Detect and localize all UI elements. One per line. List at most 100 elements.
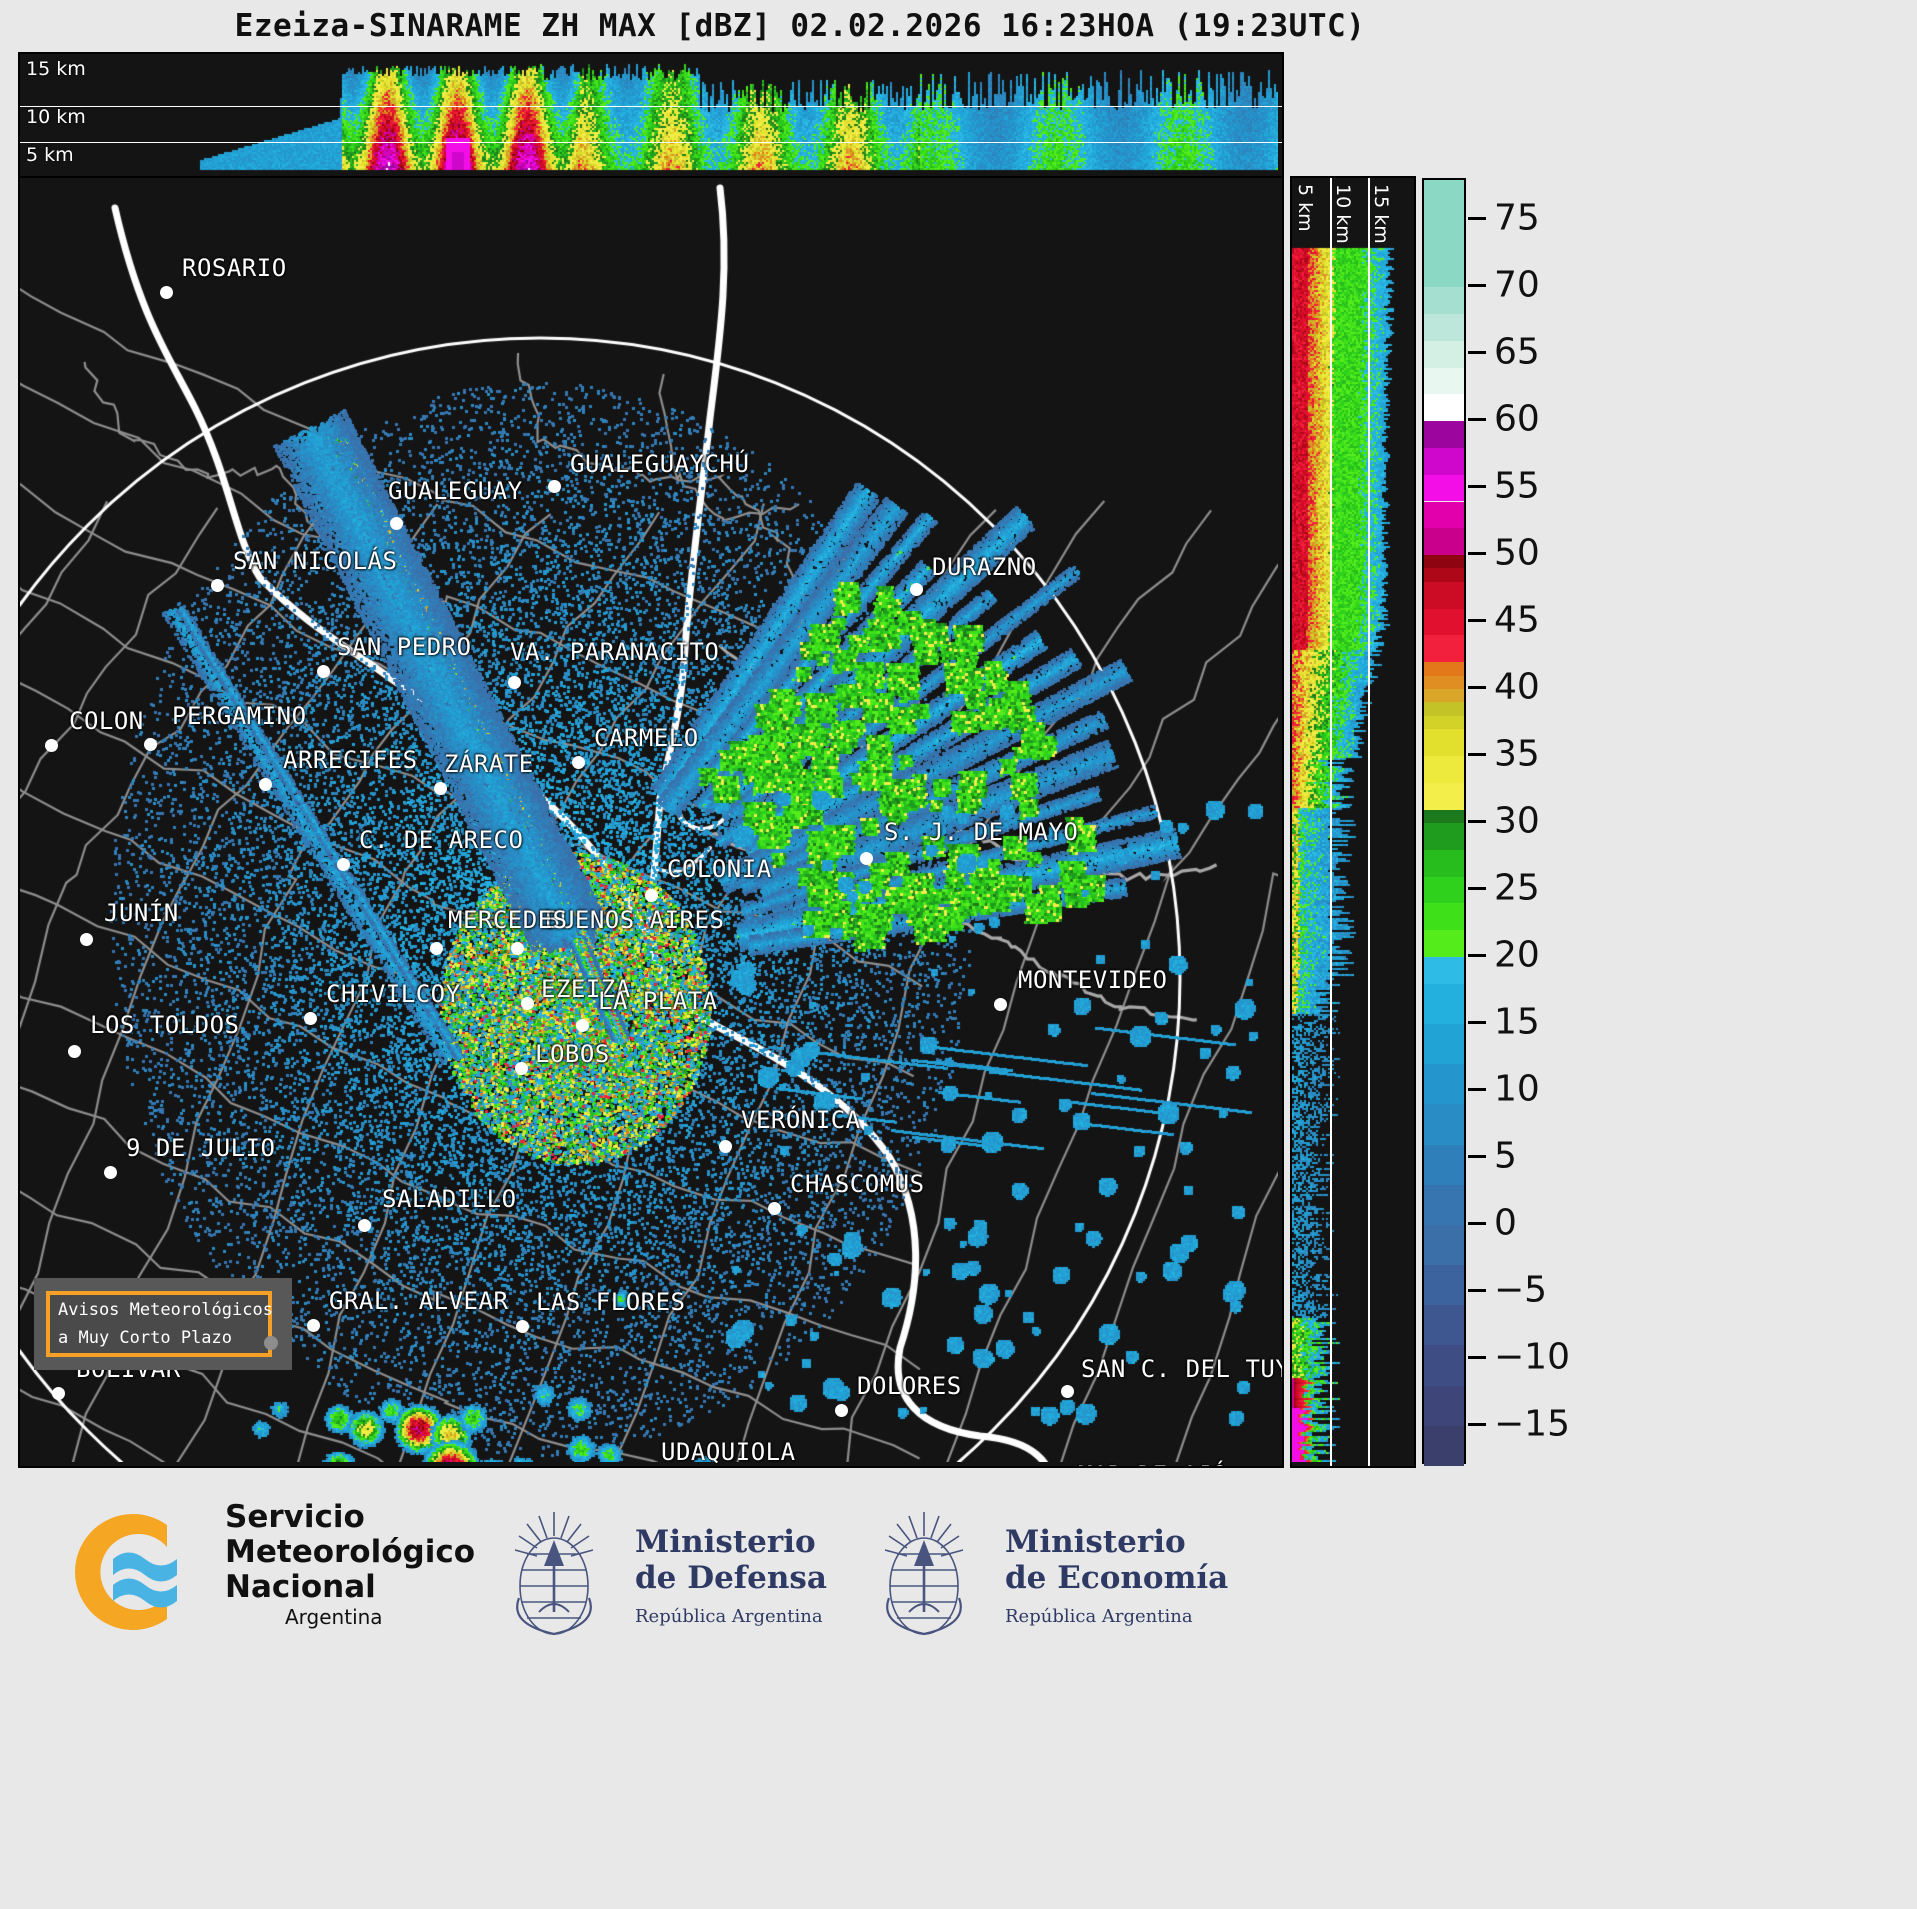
colorbar-tick	[1468, 753, 1486, 757]
colorbar-segment	[1424, 1345, 1464, 1386]
city-label: GUALEGUAY	[388, 477, 523, 505]
city-dot-icon	[576, 1019, 589, 1032]
smn-country: Argentina	[285, 1605, 383, 1629]
colorbar-segment	[1424, 421, 1464, 448]
radar-map[interactable]: ROSARIO GUALEGUAYCHÚ GUALEGUAY SAN NICOLÁS D…	[18, 176, 1284, 1468]
city-label: COLON	[69, 707, 144, 735]
colorbar-tick	[1468, 886, 1486, 890]
city-label: UDAQUIOLA	[661, 1438, 796, 1466]
avisos-line-2: a Muy Corto Plazo	[58, 1328, 232, 1348]
city-label: LOBOS	[535, 1040, 610, 1068]
colorbar-tick-label: 15	[1494, 1001, 1540, 1043]
city-label: CHASCOMUS	[790, 1170, 925, 1198]
colorbar-segment	[1424, 715, 1464, 730]
ministerio-defensa-logo: Ministerio de Defensa República Argentin…	[495, 1494, 915, 1664]
city-label: MAR DE AJÓ	[1078, 1461, 1228, 1466]
city-label: BUENOS AIRES	[545, 906, 725, 934]
colorbar-tick-label: 50	[1494, 532, 1540, 574]
colorbar-segment	[1424, 729, 1464, 756]
colorbar-tick	[1468, 1288, 1486, 1292]
city-dot-icon	[259, 778, 272, 791]
city-label: LAS FLORES	[536, 1288, 686, 1316]
defensa-line-2: de Defensa	[635, 1560, 827, 1596]
avisos-legend-box[interactable]: Avisos Meteorológicos a Muy Corto Plazo	[34, 1278, 292, 1370]
city-dot-icon	[307, 1319, 320, 1332]
page-title: Ezeiza-SINARAME ZH MAX [dBZ] 02.02.2026 …	[234, 8, 1366, 44]
economia-line-1: Ministerio	[1005, 1524, 1186, 1560]
city-dot-icon	[45, 739, 58, 752]
colorbar-segment	[1424, 287, 1464, 314]
xsec-right-label-5km: 5 km	[1294, 184, 1316, 232]
colorbar-tick-label: −15	[1494, 1403, 1570, 1445]
footer-logos: Servicio Meteorológico Nacional Argentin…	[0, 1472, 1917, 1909]
city-label: 9 DE JULIO	[126, 1134, 276, 1162]
colorbar-segment	[1424, 1385, 1464, 1426]
colorbar-segment	[1424, 1064, 1464, 1105]
colorbar-segment	[1424, 675, 1464, 690]
colorbar-segment	[1424, 1425, 1464, 1466]
colorbar-segment	[1424, 555, 1464, 569]
colorbar-segment	[1424, 474, 1464, 502]
colorbar-tick	[1468, 820, 1486, 823]
colorbar-segment	[1424, 340, 1464, 368]
city-dot-icon	[317, 665, 330, 678]
top-cross-section-panel: 15 km 10 km 5 km	[18, 52, 1284, 178]
radar-map-canvas	[20, 178, 1278, 1462]
colorbar-segment	[1424, 702, 1464, 716]
colorbar-segment	[1424, 608, 1464, 636]
colorbar-segment	[1424, 983, 1464, 1024]
city-label: JUNÍN	[104, 899, 179, 927]
colorbar-tick-label: 20	[1494, 934, 1540, 976]
colorbar-segment	[1424, 782, 1464, 810]
city-label: MERCEDES	[448, 906, 568, 934]
argentina-coat-of-arms-icon	[514, 1512, 594, 1636]
colorbar-tick	[1468, 1154, 1486, 1158]
defensa-sub: República Argentina	[635, 1606, 823, 1627]
city-dot-icon	[645, 889, 658, 902]
city-dot-icon	[211, 579, 224, 592]
defensa-line-1: Ministerio	[635, 1524, 816, 1560]
colorbar-tick-label: 55	[1494, 465, 1540, 507]
colorbar-segment	[1424, 447, 1464, 475]
city-dot-icon	[1061, 1385, 1074, 1398]
economia-name: Ministerio de Economía	[1005, 1524, 1228, 1596]
colorbar-tick-label: −10	[1494, 1336, 1570, 1378]
xsec-gridline-10km	[20, 106, 1282, 107]
smn-logo-mark	[75, 1514, 177, 1630]
colorbar-tick-label: 25	[1494, 867, 1540, 909]
city-dot-icon	[337, 858, 350, 871]
colorbar-segment	[1424, 180, 1464, 288]
city-label: DURAZNO	[932, 553, 1037, 581]
top-cross-section-canvas	[20, 54, 1278, 172]
colorbar-segment	[1424, 1265, 1464, 1306]
city-label: ZÁRATE	[444, 750, 534, 778]
colorbar-segment	[1424, 501, 1464, 529]
colorbar-tick-label: 65	[1494, 331, 1540, 373]
xsec-label-5km: 5 km	[26, 144, 74, 166]
xsec-label-15km: 15 km	[26, 58, 86, 80]
colorbar-tick-label: 45	[1494, 599, 1540, 641]
city-dot-icon	[515, 1062, 528, 1075]
xsec-gridline-5km	[20, 142, 1282, 143]
colorbar-tick	[1468, 686, 1486, 690]
city-dot-icon	[358, 1219, 371, 1232]
smn-line-3: Nacional	[225, 1569, 376, 1605]
right-cross-section-panel: 5 km 10 km 15 km	[1290, 176, 1416, 1468]
colorbar-tick-label: 30	[1494, 800, 1540, 842]
smn-line-2: Meteorológico	[225, 1534, 476, 1570]
city-dot-icon	[52, 1387, 65, 1400]
colorbar-segment	[1424, 1305, 1464, 1346]
city-label: CARMELO	[594, 724, 699, 752]
city-label: PERGAMINO	[172, 702, 307, 730]
colorbar-tick	[1468, 1087, 1486, 1091]
city-dot-icon	[68, 1045, 81, 1058]
city-label: VERÓNICA	[741, 1106, 861, 1134]
city-dot-icon	[144, 738, 157, 751]
colorbar-tick-label: 75	[1494, 197, 1540, 239]
city-label: SAN C. DEL TUYÚ	[1081, 1355, 1284, 1383]
colorbar-segment	[1424, 689, 1464, 703]
colorbar-tick	[1468, 552, 1486, 556]
city-label: VA. PARANACITO	[510, 638, 720, 666]
colorbar-gradient	[1422, 178, 1466, 1466]
city-label: EZEIZA	[541, 975, 631, 1003]
